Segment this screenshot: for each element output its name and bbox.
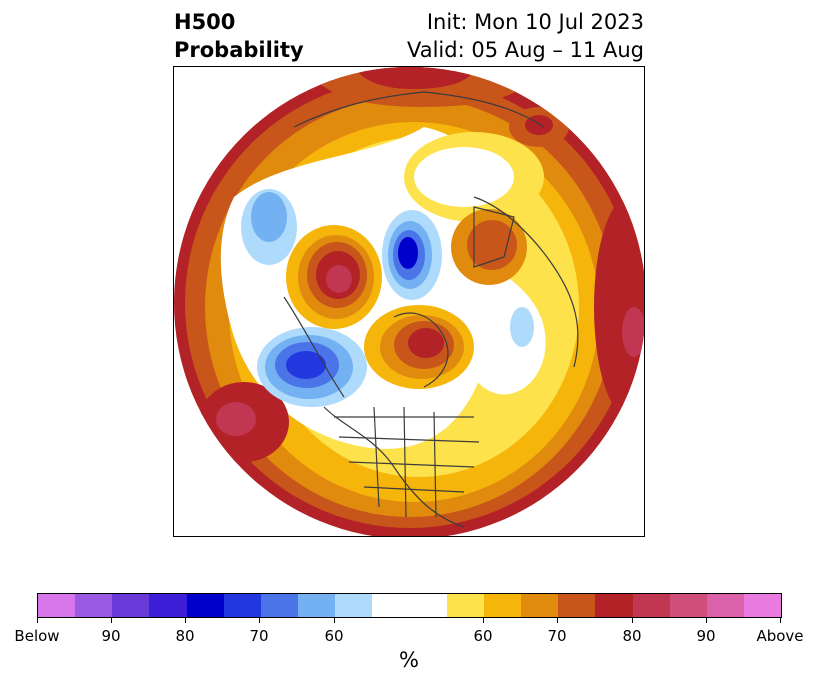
- colorbar-segment: [521, 594, 559, 617]
- colorbar-tick-mark: [37, 618, 38, 623]
- colorbar-tick-mark: [632, 618, 633, 623]
- title-variable: H500: [174, 10, 236, 34]
- colorbar-segment: [595, 594, 633, 617]
- colorbar-tick-label: 70: [249, 627, 269, 645]
- colorbar-tick-mark: [185, 618, 186, 623]
- colorbar-unit: %: [399, 648, 419, 672]
- colorbar-segment: [186, 594, 224, 617]
- colorbar-tick-mark: [111, 618, 112, 623]
- colorbar: [37, 593, 782, 618]
- title-right: Init: Mon 10 Jul 2023 Valid: 05 Aug – 11…: [407, 8, 644, 64]
- colorbar-segment: [260, 594, 299, 617]
- map-panel: [173, 66, 645, 537]
- colorbar-tick-label: 70: [547, 627, 567, 645]
- colorbar-segment: [558, 594, 596, 617]
- colorbar-segment: [149, 594, 187, 617]
- colorbar-segment: [335, 594, 373, 617]
- colorbar-segment: [446, 594, 484, 617]
- colorbar-tick-label: Above: [756, 627, 804, 645]
- colorbar-segment: [483, 594, 522, 617]
- colorbar-tick-mark: [706, 618, 707, 623]
- colorbar-tick-mark: [259, 618, 260, 623]
- colorbar-tick-label: 60: [324, 627, 344, 645]
- colorbar-tick-mark: [780, 618, 781, 623]
- colorbar-tick-label: 80: [622, 627, 642, 645]
- colorbar-tick-label: 60: [473, 627, 493, 645]
- title-left: H500 Probability: [174, 8, 304, 64]
- colorbar-tick-label: 80: [175, 627, 195, 645]
- colorbar-tick-label: Below: [14, 627, 60, 645]
- colorbar-segment: [372, 594, 410, 617]
- polar-map: [174, 67, 644, 536]
- colorbar-segment: [38, 594, 76, 617]
- colorbar-segment: [706, 594, 744, 617]
- colorbar-segment: [743, 594, 782, 617]
- colorbar-tick-mark: [557, 618, 558, 623]
- valid-range: Valid: 05 Aug – 11 Aug: [406, 38, 644, 62]
- colorbar-segment: [669, 594, 707, 617]
- title-product: Probability: [174, 38, 304, 62]
- colorbar-segment: [75, 594, 113, 617]
- colorbar-tick-mark: [334, 618, 335, 623]
- colorbar-segment: [112, 594, 150, 617]
- colorbar-segment: [298, 594, 336, 617]
- colorbar-segment: [632, 594, 670, 617]
- colorbar-segment: [223, 594, 261, 617]
- colorbar-tick-label: 90: [696, 627, 716, 645]
- colorbar-segment: [409, 594, 447, 617]
- colorbar-tick-label: 90: [101, 627, 121, 645]
- init-date: Init: Mon 10 Jul 2023: [426, 10, 644, 34]
- colorbar-tick-mark: [483, 618, 484, 623]
